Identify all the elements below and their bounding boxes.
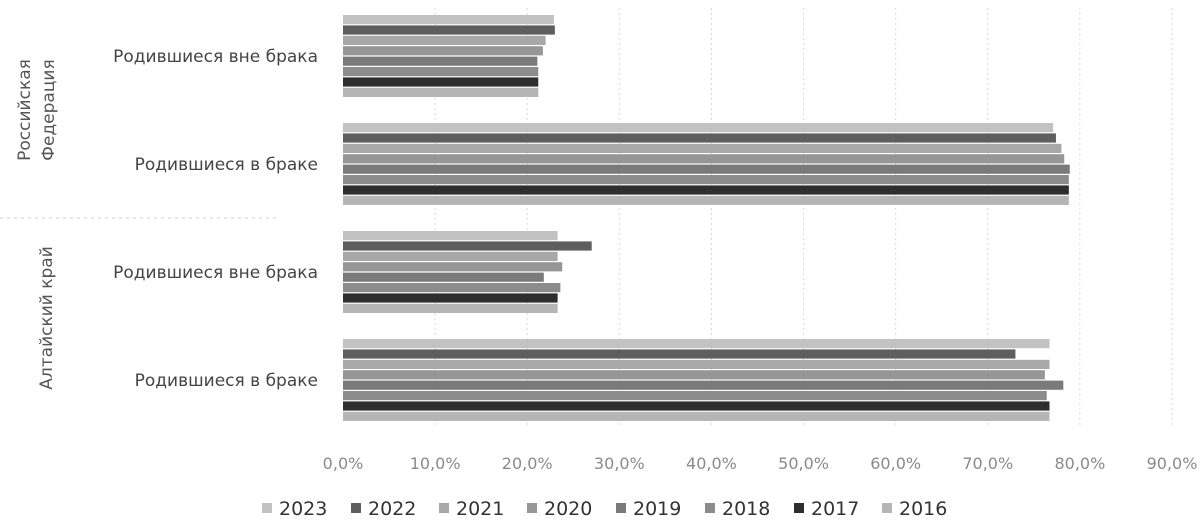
bar [343, 293, 558, 303]
bar [343, 380, 1064, 390]
bar [343, 46, 543, 56]
legend-swatch [794, 503, 804, 513]
bar [343, 339, 1050, 349]
legend-label: 2021 [456, 498, 504, 520]
legend-swatch [439, 503, 449, 513]
legend-label: 2017 [811, 498, 859, 520]
bar [343, 133, 1056, 143]
bar [343, 175, 1069, 185]
legend-swatch [527, 503, 537, 513]
x-tick-label: 20,0% [502, 454, 553, 473]
category-labels: Родившиеся вне брака Родившиеся в браке Ро… [15, 47, 318, 391]
legend-label: 2022 [368, 498, 416, 520]
legend-label: 2019 [633, 498, 681, 520]
group-label-line: Российская [15, 59, 35, 161]
bar [343, 272, 544, 282]
bar [343, 15, 554, 25]
bar [343, 349, 1016, 359]
x-tick-label: 10,0% [410, 454, 461, 473]
bar [343, 143, 1062, 153]
bar [343, 262, 563, 272]
legend-swatch [705, 503, 715, 513]
group-label-line: Федерация [39, 59, 59, 160]
bar [343, 359, 1050, 369]
legend-label: 2018 [722, 498, 770, 520]
bar [343, 154, 1065, 164]
bar [343, 67, 539, 77]
legend: 2023 2022 2021 2020 2019 2018 2017 2016 [262, 498, 947, 520]
legend-label: 2020 [544, 498, 592, 520]
bar [343, 401, 1050, 411]
x-tick-label: 80,0% [1054, 454, 1105, 473]
category-label: Родившиеся вне брака [113, 47, 318, 67]
bar [343, 251, 558, 261]
bar [343, 25, 555, 35]
bar [343, 87, 539, 97]
bar [343, 195, 1069, 205]
x-tick-label: 90,0% [1147, 454, 1198, 473]
bar [343, 303, 558, 313]
bar [343, 391, 1047, 401]
legend-label: 2016 [899, 498, 947, 520]
legend-swatch [262, 503, 272, 513]
category-label: Родившиеся в браке [135, 371, 318, 391]
group-label: Российская Федерация [15, 59, 59, 161]
legend-swatch [351, 503, 361, 513]
bar [343, 185, 1069, 195]
bar [343, 123, 1054, 133]
legend-label: 2023 [279, 498, 327, 520]
category-label: Родившиеся вне брака [113, 263, 318, 283]
bar [343, 56, 538, 66]
bar [343, 411, 1050, 421]
group-label: Алтайский край [37, 246, 57, 390]
x-tick-label: 40,0% [686, 454, 737, 473]
bar [343, 164, 1070, 174]
x-axis: 0,0% 10,0% 20,0% 30,0% 40,0% 50,0% 60,0% 70,0% 8… [323, 454, 1198, 473]
legend-swatch [616, 503, 626, 513]
bar [343, 241, 592, 251]
bar [343, 370, 1045, 380]
bar [343, 35, 546, 45]
bar [343, 231, 558, 241]
x-tick-label: 50,0% [778, 454, 829, 473]
category-label: Родившиеся в браке [135, 155, 318, 175]
x-tick-label: 70,0% [962, 454, 1013, 473]
x-tick-label: 0,0% [323, 454, 364, 473]
bar [343, 283, 561, 293]
x-tick-label: 30,0% [594, 454, 645, 473]
legend-swatch [882, 503, 892, 513]
x-tick-label: 60,0% [870, 454, 921, 473]
bars [343, 15, 1070, 421]
bar [343, 77, 539, 87]
